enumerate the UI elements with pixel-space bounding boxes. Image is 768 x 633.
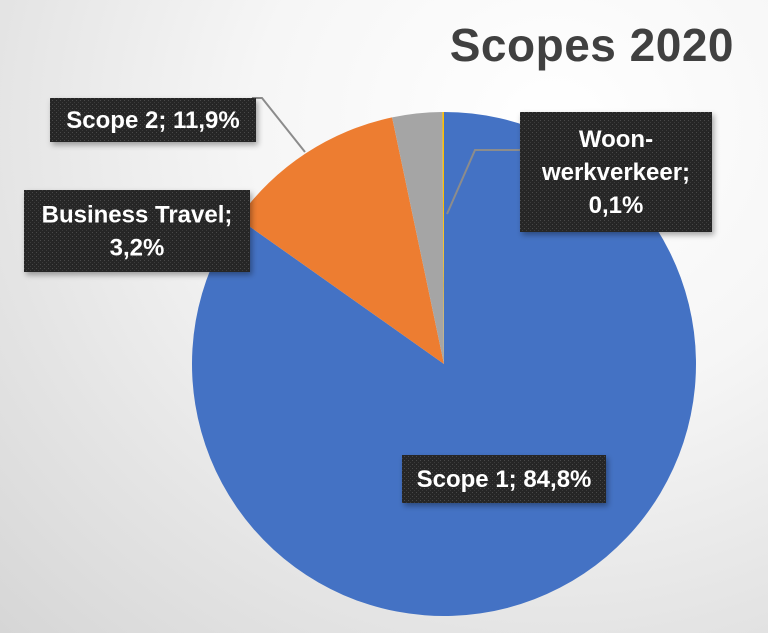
pie-slice-woon-werkverkeer: [442, 111, 444, 364]
leader-line-scope-2: [252, 97, 306, 153]
pie-slice-business-travel: [392, 112, 444, 364]
data-label-box-woon-werkverkeer: [520, 112, 712, 232]
data-label-box-scope-1: [402, 455, 606, 503]
data-label-box-business-travel: [24, 190, 250, 272]
data-label-scope-1: Scope 1; 84,8%: [417, 466, 592, 493]
data-label-box-scope-2: [50, 98, 256, 142]
data-label-scope-2: Scope 2; 11,9%: [66, 107, 239, 134]
data-label-business-travel: Business Travel; 3,2%: [42, 202, 233, 262]
pie-slice-scope-2: [238, 117, 444, 365]
chart-title: Scopes 2020: [449, 19, 734, 71]
leader-line-woon-werkverkeer: [446, 149, 520, 215]
data-label-woon-werkverkeer: Woon-werkverkeer; 0,1%: [541, 126, 690, 219]
